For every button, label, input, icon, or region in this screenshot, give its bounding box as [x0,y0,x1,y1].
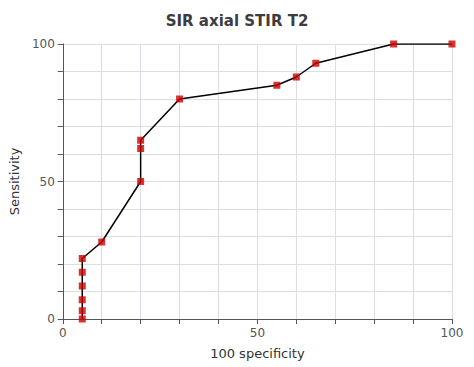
svg-text:100: 100 [441,326,464,340]
svg-text:SIR axial STIR T2: SIR axial STIR T2 [166,12,309,30]
svg-text:50: 50 [40,175,55,189]
svg-text:0: 0 [59,326,67,340]
svg-text:Sensitivity: Sensitivity [7,147,22,215]
svg-text:0: 0 [47,312,55,326]
svg-text:100: 100 [32,37,55,51]
svg-text:100 specificity: 100 specificity [210,346,305,361]
svg-text:50: 50 [250,326,265,340]
